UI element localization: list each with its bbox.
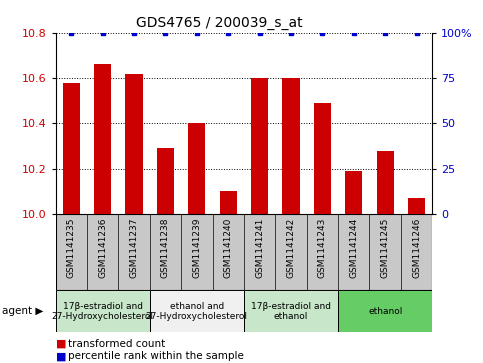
Bar [345,171,362,214]
Text: GSM1141236: GSM1141236 [98,218,107,278]
Text: GSM1141238: GSM1141238 [161,218,170,278]
Text: 17β-estradiol and
27-Hydroxycholesterol: 17β-estradiol and 27-Hydroxycholesterol [52,302,154,321]
Bar [94,65,111,214]
Text: GSM1141241: GSM1141241 [255,218,264,278]
Text: agent ▶: agent ▶ [2,306,44,316]
Bar [220,192,237,214]
Text: GDS4765 / 200039_s_at: GDS4765 / 200039_s_at [137,16,303,30]
Text: GSM1141237: GSM1141237 [129,218,139,278]
Text: GSM1141239: GSM1141239 [192,218,201,278]
Bar [408,198,425,214]
Text: ethanol and
27-Hydroxycholesterol: ethanol and 27-Hydroxycholesterol [146,302,248,321]
Point [99,30,107,36]
Text: GSM1141242: GSM1141242 [286,218,296,278]
Text: GSM1141245: GSM1141245 [381,218,390,278]
Bar [314,103,331,214]
Bar [377,151,394,214]
Bar [338,290,432,332]
Point [412,30,420,36]
Point [130,30,138,36]
Text: ■: ■ [56,339,66,349]
Point [256,30,264,36]
Text: GSM1141243: GSM1141243 [318,218,327,278]
Text: GSM1141246: GSM1141246 [412,218,421,278]
Bar [56,290,150,332]
Text: GSM1141244: GSM1141244 [349,218,358,278]
Point [224,30,232,36]
Text: transformed count: transformed count [68,339,165,349]
Point [382,30,389,36]
Text: percentile rank within the sample: percentile rank within the sample [68,351,243,362]
Bar [157,148,174,214]
Bar [244,290,338,332]
Point [161,30,170,36]
Point [350,30,357,36]
Text: ■: ■ [56,351,66,362]
Text: GSM1141240: GSM1141240 [224,218,233,278]
Point [193,30,201,36]
Bar [188,123,205,214]
Bar [126,74,142,214]
Bar [251,78,268,214]
Point [319,30,327,36]
Point [287,30,295,36]
Text: GSM1141235: GSM1141235 [67,218,76,278]
Text: ethanol: ethanol [368,307,402,316]
Text: 17β-estradiol and
ethanol: 17β-estradiol and ethanol [251,302,331,321]
Point [68,30,75,36]
Bar [283,78,299,214]
Bar [63,83,80,214]
Bar [150,290,244,332]
